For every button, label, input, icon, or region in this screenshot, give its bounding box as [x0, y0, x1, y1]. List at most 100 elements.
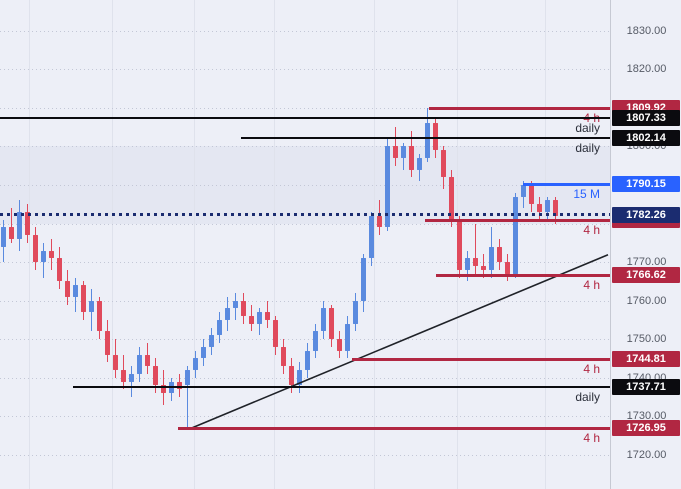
candle [201, 346, 206, 359]
candle [33, 235, 38, 263]
candle [425, 123, 430, 159]
candle [537, 204, 542, 212]
candle [361, 258, 366, 301]
candle [161, 385, 166, 394]
horizontal-gridline [0, 339, 610, 340]
price-line-4 h[interactable] [425, 218, 610, 222]
candle [513, 196, 518, 274]
price-line-1782.26[interactable] [0, 213, 610, 217]
vertical-gridline [374, 0, 375, 489]
price-line-1726.95[interactable] [178, 426, 610, 430]
candle-wick [475, 223, 476, 274]
price-line-1809.92[interactable] [429, 106, 610, 110]
candle [409, 146, 414, 170]
candle [489, 246, 494, 270]
candle [25, 211, 30, 236]
vertical-gridline [274, 0, 275, 489]
candle [89, 300, 94, 313]
candle [449, 177, 454, 220]
candle [505, 262, 510, 274]
horizontal-gridline [0, 378, 610, 379]
candle [265, 312, 270, 320]
candle [369, 215, 374, 259]
candle [345, 323, 350, 351]
candle [433, 123, 438, 151]
price-tick-label: 1720.00 [626, 448, 667, 461]
timeframe-label: 4 h [583, 362, 600, 377]
candle [313, 331, 318, 351]
candle [321, 308, 326, 332]
price-axis[interactable]: 1830.00 1820.00 1800.00 1770.00 1760.00 1750.… [610, 0, 681, 489]
candle [281, 346, 286, 367]
candle [273, 319, 278, 347]
candle [297, 370, 302, 386]
candle [105, 331, 110, 355]
candle [465, 258, 470, 270]
candle [473, 258, 478, 266]
candle [177, 381, 182, 390]
candle [121, 370, 126, 382]
candle [385, 146, 390, 228]
vertical-gridline [545, 0, 546, 489]
ascending-trendline[interactable] [191, 254, 609, 429]
candle-wick [187, 366, 188, 428]
price-badge-1782.26: 1782.26 [612, 206, 680, 223]
price-tick-label: 1770.00 [626, 256, 667, 269]
candle [289, 366, 294, 386]
price-badge-1744.81: 1744.81 [612, 351, 680, 368]
price-tick-label: 1760.00 [626, 294, 667, 307]
vertical-gridline [194, 0, 195, 489]
candle [337, 339, 342, 351]
candle [305, 350, 310, 371]
candle [145, 354, 150, 367]
candle [209, 335, 214, 347]
candle [497, 246, 502, 263]
timeframe-label: 4 h [583, 431, 600, 446]
price-badge-1807.33: 1807.33 [612, 110, 680, 127]
price-line-1737.71[interactable] [73, 385, 610, 388]
price-tick-label: 1820.00 [626, 63, 667, 76]
candle [17, 211, 22, 239]
price-line-1807.33[interactable] [0, 117, 610, 120]
candle [97, 300, 102, 332]
candle [185, 370, 190, 386]
trendline-svg [191, 254, 609, 429]
price-tick-label: 1750.00 [626, 333, 667, 346]
candle [233, 300, 238, 309]
candle [73, 285, 78, 297]
candle [49, 250, 54, 259]
candle [241, 300, 246, 317]
candle [1, 227, 6, 247]
candle [81, 285, 86, 313]
candle [553, 200, 558, 216]
candle [393, 146, 398, 159]
candle [137, 354, 142, 374]
price-line-1802.14[interactable] [241, 137, 610, 140]
candle [65, 281, 70, 297]
timeframe-label: daily [575, 141, 600, 156]
candle [57, 258, 62, 282]
horizontal-gridline [0, 301, 610, 302]
candle [417, 158, 422, 170]
candle [521, 185, 526, 197]
candle [441, 150, 446, 178]
candle [9, 227, 14, 239]
candle-wick [131, 366, 132, 397]
timeframe-label: 4 h [583, 223, 600, 238]
candle-wick [395, 127, 396, 166]
horizontal-gridline [0, 146, 610, 147]
horizontal-gridline [0, 416, 610, 417]
price-line-1790.15[interactable] [523, 182, 610, 186]
price-badge-1790.15: 1790.15 [612, 176, 680, 193]
price-badge-1802.14: 1802.14 [612, 130, 680, 147]
price-badge-1766.62: 1766.62 [612, 267, 680, 284]
candle [113, 354, 118, 371]
candle [225, 308, 230, 320]
horizontal-gridline [0, 262, 610, 263]
price-line-1744.81[interactable] [352, 357, 610, 361]
price-line-1766.62[interactable] [436, 273, 610, 277]
candle [329, 308, 334, 340]
price-tick-label: 1830.00 [626, 24, 667, 37]
horizontal-gridline [0, 108, 610, 109]
